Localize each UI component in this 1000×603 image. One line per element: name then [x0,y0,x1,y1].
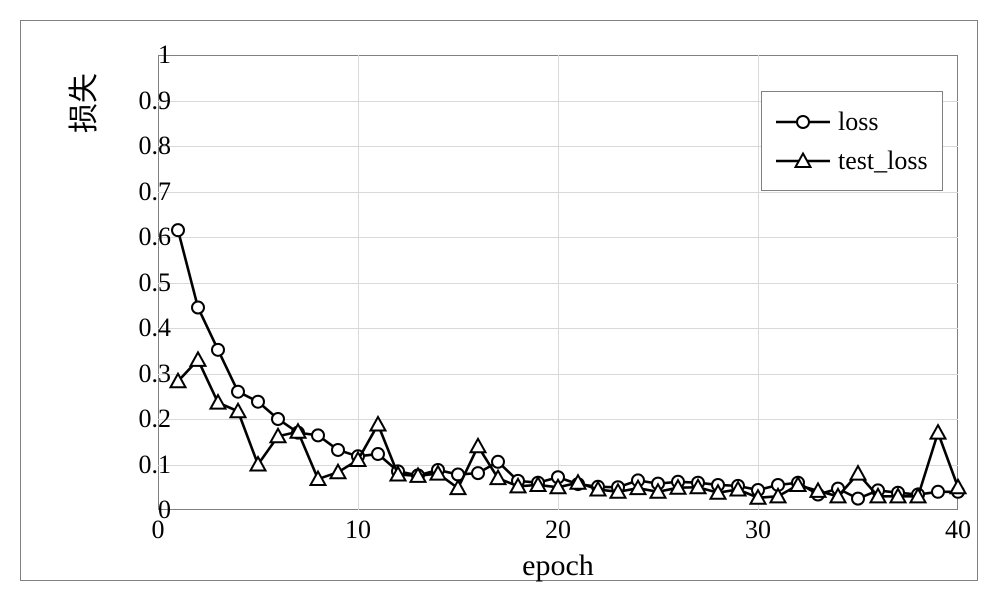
y-tick: 0.7 [111,177,171,207]
marker-loss [492,456,504,468]
legend-swatch-loss [776,112,830,132]
y-tick: 0.3 [111,359,171,389]
marker-loss [232,386,244,398]
marker-test_loss [331,465,346,479]
marker-test_loss [491,471,506,485]
marker-loss [852,493,864,505]
y-tick: 0.8 [111,131,171,161]
marker-test_loss [931,425,946,439]
marker-loss [312,429,324,441]
x-axis-label: epoch [158,549,958,583]
y-tick: 0.5 [111,268,171,298]
marker-test_loss [191,352,206,366]
marker-test_loss [371,417,386,431]
plot-area: losstest_loss [158,55,958,510]
y-tick: 0.1 [111,450,171,480]
marker-test_loss [451,481,466,495]
series-line-loss [178,230,958,498]
x-tick: 20 [545,515,571,545]
y-tick: 0.6 [111,222,171,252]
legend-label: loss [838,102,878,141]
marker-test_loss [471,439,486,453]
marker-loss [932,486,944,498]
chart-frame: 损失 epoch losstest_loss 0 0.1 0.2 0.3 0.4 0.5 0… [20,20,978,581]
legend-item-test_loss: test_loss [776,141,928,180]
marker-loss [272,413,284,425]
marker-test_loss [951,480,966,494]
marker-loss [332,444,344,456]
marker-test_loss [211,395,226,409]
x-tick: 0 [152,515,165,545]
marker-loss [252,396,264,408]
y-tick: 0.4 [111,313,171,343]
x-tick: 30 [745,515,771,545]
legend-item-loss: loss [776,102,928,141]
marker-loss [172,224,184,236]
legend: losstest_loss [761,91,943,191]
y-tick: 0.2 [111,404,171,434]
y-axis-label: 损失 [66,21,96,582]
x-tick: 10 [345,515,371,545]
marker-loss [472,467,484,479]
marker-loss [212,344,224,356]
legend-label: test_loss [838,141,928,180]
marker-loss [372,448,384,460]
y-axis-label-text: 损失 [59,73,103,133]
x-tick: 40 [945,515,971,545]
marker-loss [192,302,204,314]
y-tick: 1 [111,40,171,70]
y-tick: 0.9 [111,86,171,116]
marker-test_loss [231,404,246,418]
legend-swatch-test_loss [776,151,830,171]
marker-test_loss [851,466,866,480]
